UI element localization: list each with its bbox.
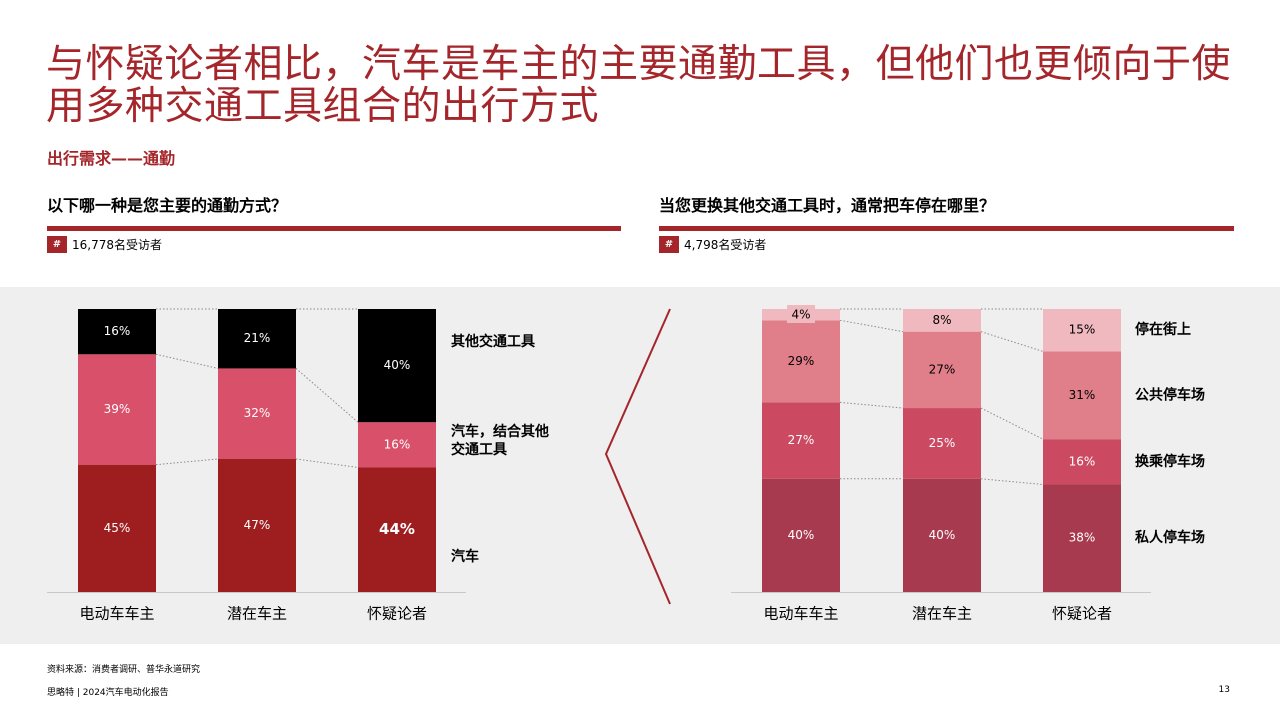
left-question-rule — [47, 226, 621, 231]
bar-segment — [218, 309, 296, 369]
legend-label: 汽车 — [451, 548, 479, 565]
value-label: 15% — [1069, 323, 1096, 337]
x-tick-label: 电动车车主 — [79, 605, 154, 623]
page-title: 与怀疑论者相比，汽车是车主的主要通勤工具，但他们也更倾向于使用多种交通工具组合的… — [46, 42, 1232, 129]
value-label: 40% — [788, 528, 815, 542]
left-stacked-bar-chart: 45% 39% 16% 47% 32% 21% 44% 16% 40% 电动车车主 潜在车主 怀疑论者… — [47, 308, 549, 623]
hash-icon: # — [47, 236, 67, 253]
value-label: 38% — [1069, 531, 1096, 545]
value-label: 27% — [929, 362, 956, 376]
bar-segment — [762, 320, 840, 403]
value-label-bg — [787, 305, 815, 323]
page-number: 13 — [1218, 685, 1230, 695]
right-respondents-count: 4,798名受访者 — [684, 238, 767, 252]
bar-segment — [903, 478, 981, 592]
connector-line — [839, 401, 904, 409]
value-label: 25% — [929, 436, 956, 450]
x-tick-label: 潜在车主 — [912, 605, 972, 623]
bar-segment — [903, 309, 981, 332]
connector-line — [295, 368, 359, 423]
connector-line — [839, 319, 904, 333]
value-label: 39% — [104, 402, 131, 416]
value-label: 31% — [1069, 388, 1096, 402]
value-label: 44% — [379, 520, 415, 538]
value-label: 16% — [104, 324, 131, 338]
bar-segment — [1043, 309, 1121, 352]
bar-segment — [1043, 351, 1121, 440]
legend-label: 停在街上 — [1135, 321, 1191, 338]
value-label: 16% — [384, 437, 411, 451]
bar-segment — [358, 467, 436, 592]
callout-bracket — [604, 308, 671, 605]
connector-line — [155, 458, 219, 466]
right-question-rule — [659, 226, 1234, 231]
connector-line — [980, 478, 1044, 485]
value-label: 27% — [788, 433, 815, 447]
bar-segment — [903, 408, 981, 479]
value-label: 29% — [788, 354, 815, 368]
value-label: 40% — [929, 528, 956, 542]
legend-label: 换乘停车场 — [1135, 453, 1205, 470]
left-respondents: # 16,778名受访者 — [47, 236, 162, 253]
bar-segment — [78, 309, 156, 355]
bar-segment — [1043, 439, 1121, 485]
value-label: 47% — [244, 518, 271, 532]
x-tick-label: 怀疑论者 — [367, 605, 427, 623]
value-label: 21% — [244, 331, 271, 345]
right-question-title: 当您更换其他交通工具时，通常把车停在哪里？ — [659, 196, 996, 215]
right-respondents: # 4,798名受访者 — [659, 236, 766, 253]
connector-line — [155, 353, 219, 369]
section-subtitle: 出行需求——通勤 — [47, 149, 176, 168]
hash-icon: # — [659, 236, 679, 253]
bar-segment — [1043, 484, 1121, 592]
footer-brand: 思略特 | 2024汽车电动化报告 — [47, 688, 169, 698]
value-label: 4% — [791, 308, 810, 322]
bar-segment — [78, 354, 156, 465]
x-tick-label: 潜在车主 — [227, 605, 287, 623]
right-stacked-bar-chart: 40% 27% 29% 4% 40% 25% 27% 8% 38% 16% 31% 15% 电动车车主 潜… — [731, 305, 1205, 623]
bar-segment — [78, 464, 156, 592]
value-label: 16% — [1069, 454, 1096, 468]
bar-segment — [762, 402, 840, 479]
x-tick-label: 电动车车主 — [763, 605, 838, 623]
left-respondents-count: 16,778名受访者 — [72, 238, 162, 252]
connector-line — [980, 331, 1044, 352]
legend-label: 交通工具 — [451, 441, 507, 458]
source-note: 资料来源：消费者调研、普华永道研究 — [47, 665, 201, 675]
value-label: 32% — [244, 406, 271, 420]
legend-label: 私人停车场 — [1135, 529, 1205, 546]
legend-label: 其他交通工具 — [451, 333, 535, 350]
bar-segment — [218, 458, 296, 592]
value-label: 45% — [104, 521, 131, 535]
legend-label: 汽车，结合其他 — [451, 423, 549, 440]
value-label: 40% — [384, 358, 411, 372]
bar-segment — [903, 331, 981, 409]
bar-segment — [358, 309, 436, 423]
bar-segment — [762, 478, 840, 592]
left-question-title: 以下哪一种是您主要的通勤方式？ — [47, 196, 288, 215]
connector-line — [295, 458, 359, 468]
x-tick-label: 怀疑论者 — [1052, 605, 1112, 623]
connector-line — [980, 407, 1044, 440]
value-label: 8% — [932, 313, 951, 327]
legend-label: 公共停车场 — [1135, 386, 1205, 403]
bar-segment — [218, 368, 296, 459]
bar-segment — [358, 422, 436, 468]
